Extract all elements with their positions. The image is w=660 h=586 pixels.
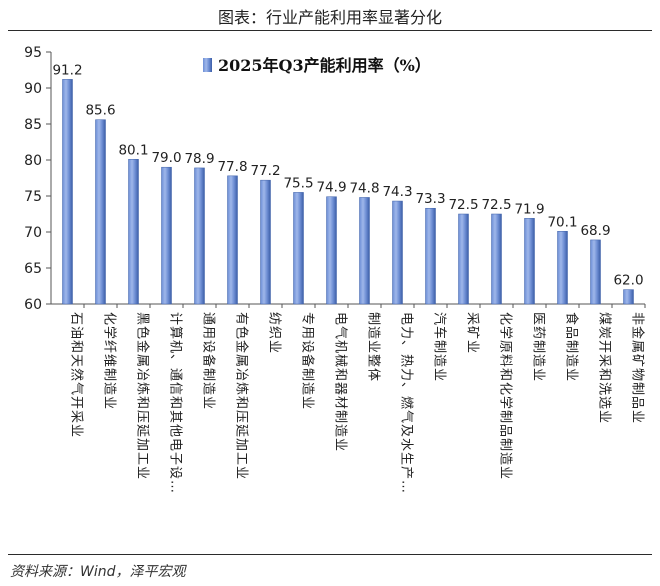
data-label: 91.2: [52, 62, 82, 78]
x-category-label: 有色金属冶炼和压延加工业: [234, 312, 250, 480]
chart-axes: 60 65 70 75 80 85 90 95 石油和天然气开采业 化学纤维制造业 黑色金属冶炼和压…: [24, 45, 646, 494]
bar: [128, 159, 139, 305]
source-note: 资料来源：Wind，泽平宏观: [10, 564, 186, 580]
y-tick-label: 85: [24, 117, 42, 133]
x-category-label: 非金属矿物制品业: [630, 312, 646, 424]
bar: [491, 213, 502, 305]
y-tick-label: 60: [24, 297, 42, 313]
x-category-label: 煤炭开采和洗选业: [597, 312, 612, 424]
y-tick-label: 75: [24, 189, 42, 205]
bar: [194, 167, 205, 305]
bar: [425, 207, 436, 305]
data-label: 77.8: [217, 159, 247, 175]
data-label: 79.0: [151, 150, 181, 166]
legend-swatch: [203, 58, 212, 72]
y-tick-label: 80: [24, 153, 42, 169]
data-label: 72.5: [448, 197, 478, 213]
bar-chart: 60 65 70 75 80 85 90 95 石油和天然气开采业 化学纤维制造业 黑色金属冶炼和压…: [24, 45, 646, 494]
x-category-label: 化学纤维制造业: [102, 312, 118, 410]
bottom-divider: [8, 554, 652, 555]
data-label: 68.9: [580, 223, 610, 239]
x-category-label: 食品制造业: [564, 312, 580, 382]
chart-legend: 2025年Q3产能利用率（%）: [203, 56, 431, 75]
y-tick-label: 70: [24, 225, 42, 241]
bar: [623, 289, 634, 305]
x-category-label: 采矿业: [465, 312, 480, 354]
y-tick-label: 65: [24, 261, 42, 277]
x-category-label: 纺织业: [267, 312, 282, 354]
bar: [392, 200, 403, 305]
y-tick-label: 90: [24, 81, 42, 97]
data-label: 72.5: [481, 197, 511, 213]
data-label: 70.1: [547, 214, 577, 230]
bar: [293, 192, 304, 305]
bar: [524, 218, 535, 305]
data-label: 74.8: [349, 180, 379, 196]
x-category-label: 制造业整体: [366, 312, 381, 382]
bar: [260, 179, 271, 305]
x-category-label: 通用设备制造业: [201, 312, 217, 410]
bar: [62, 79, 73, 305]
data-label: 80.1: [118, 142, 148, 158]
bar: [161, 166, 172, 305]
data-label: 85.6: [85, 103, 115, 119]
bar: [227, 175, 238, 305]
data-label: 77.2: [250, 163, 280, 179]
top-divider: [8, 30, 652, 31]
bar: [359, 197, 370, 305]
x-category-label: 石油和天然气开采业: [69, 312, 85, 438]
data-label: 78.9: [184, 151, 214, 167]
x-category-label: 电力、热力、燃气及水生产…: [399, 312, 415, 494]
bar: [557, 231, 568, 305]
x-category-label: 黑色金属冶炼和压延加工业: [135, 312, 151, 480]
y-tick-label: 95: [24, 45, 42, 61]
data-label: 75.5: [283, 175, 313, 191]
data-label: 73.3: [415, 191, 445, 207]
bar: [95, 119, 106, 305]
x-category-label: 电气机械和器材制造业: [333, 312, 349, 452]
page-title: 图表：行业产能利用率显著分化: [217, 8, 442, 27]
data-label: 71.9: [514, 201, 544, 217]
x-category-label: 专用设备制造业: [300, 312, 316, 410]
data-label: 74.9: [316, 180, 346, 196]
x-category-label: 汽车制造业: [432, 312, 448, 382]
x-category-label: 医药制造业: [531, 312, 546, 382]
x-category-label: 化学原料和化学制品制造业: [498, 312, 514, 480]
x-category-label: 计算机、通信和其他电子设…: [168, 312, 183, 494]
bar: [590, 239, 601, 305]
legend-label: 2025年Q3产能利用率（%）: [218, 56, 431, 75]
data-label: 74.3: [382, 184, 412, 200]
data-label: 62.0: [613, 273, 643, 289]
chart-bars: 91.2 85.6 80.1 79.0 78.9 77.8 77.275.5 74.9 74.8…: [52, 62, 644, 305]
bar: [326, 196, 337, 305]
bar: [458, 213, 469, 305]
